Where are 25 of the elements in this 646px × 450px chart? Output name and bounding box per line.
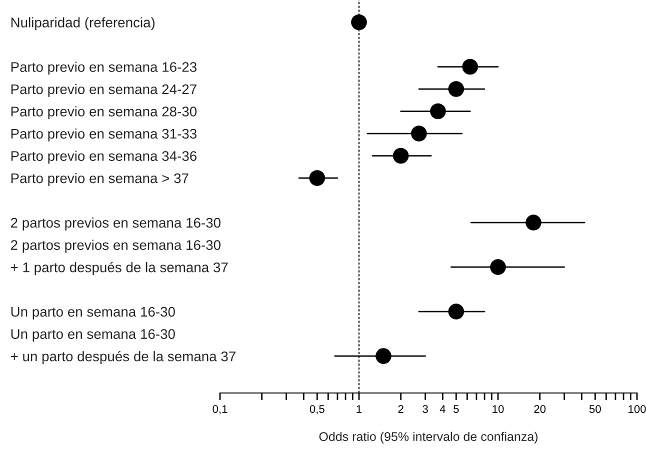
x-tick-label: 3 [422,405,428,413]
y-tick-label: + un parto después de la semana 37 [10,350,236,364]
y-tick-label: Un parto en semana 16-30 [11,306,175,320]
y-tick-label: Parto previo en semana 34-36 [11,150,197,164]
y-tick-label: + 1 parto después de la semana 37 [10,262,228,276]
y-tick-label: Parto previo en semana 16-23 [11,62,197,75]
y-tick-label: Nuliparidad (referencia) [11,17,155,30]
x-axis-title: Odds ratio (95% intervalo de confianza) [319,432,538,444]
x-tick-label: 20 [534,405,546,413]
x-tick-label: 1 [356,405,362,413]
x-tick-label: 4 [440,405,446,413]
y-tick-label: Parto previo en semana 31-33 [11,128,197,142]
x-tick-label: 2 [398,405,404,413]
x-tick-label: 5 [454,405,459,413]
y-tick-label: 2 partos previos en semana 16-30 [10,240,221,253]
x-tick-label: 0,5 [310,405,324,414]
y-tick-label: 2 partos previos en semana 16-30 [10,218,221,230]
x-tick-label: 10 [492,405,504,413]
y-tick-label: Un parto en semana 16-30 [11,329,175,342]
y-tick-label: Parto previo en semana 28-30 [11,106,197,120]
x-tick-label: 100 [628,405,646,413]
x-tick-label: 0,1 [212,405,228,414]
x-tick-label: 50 [589,405,601,413]
y-tick-label: Parto previo en semana > 37 [11,172,188,186]
y-tick-label: Parto previo en semana 24-27 [11,84,196,97]
